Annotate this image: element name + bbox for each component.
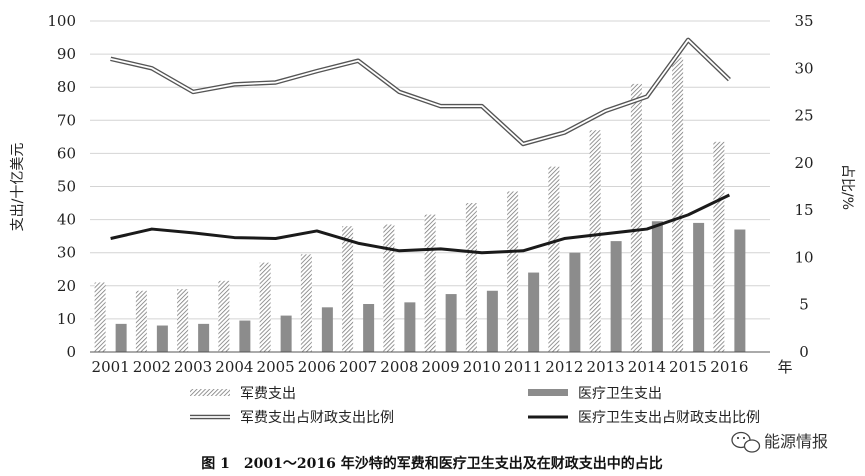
military-bar [383, 224, 395, 352]
health-bar [156, 325, 168, 352]
y-left-tick-label: 60 [57, 144, 76, 162]
y-right-axis-title: 占比/% [839, 164, 855, 210]
x-tick-label: 2010 [463, 358, 501, 376]
health-bar [404, 302, 416, 352]
y-left-tick-label: 0 [66, 343, 76, 361]
health-share-line [110, 193, 731, 255]
military-bar [259, 262, 271, 352]
military-bar [424, 214, 436, 352]
legend-item: 军费支出 [190, 386, 296, 402]
y-left-tick-label: 30 [57, 244, 76, 262]
y-right-tick-label: 5 [799, 296, 809, 314]
x-tick-label: 2001 [92, 358, 130, 376]
y-right-tick-label: 35 [794, 12, 813, 30]
health-bar [239, 320, 251, 352]
legend-swatch-hatched [190, 389, 230, 396]
health-bar [569, 252, 581, 352]
y-left-tick-label: 90 [57, 45, 76, 63]
x-tick-label: 2006 [298, 358, 336, 376]
bars [94, 57, 746, 352]
lines [110, 37, 731, 255]
y-right-tick-label: 30 [794, 59, 813, 77]
health-bar [115, 323, 127, 352]
watermark: 能源情报 [731, 431, 828, 453]
x-tick-label: 2003 [174, 358, 212, 376]
military-bar [507, 191, 519, 352]
y-left-tick-label: 10 [57, 310, 76, 328]
x-tick-label: 2004 [215, 358, 253, 376]
y-right-tick-label: 25 [794, 107, 813, 125]
health-bar [693, 222, 705, 352]
y-right-tick-label: 0 [799, 343, 809, 361]
legend-item: 医疗卫生支出占财政支出比例 [528, 410, 760, 426]
x-tick-label: 2005 [257, 358, 295, 376]
military-bar [672, 57, 684, 352]
military-bar [177, 289, 189, 352]
x-tick-label: 2007 [339, 358, 377, 376]
health-bar [363, 304, 375, 352]
x-tick-label: 2009 [422, 358, 460, 376]
x-tick-label: 2016 [710, 358, 748, 376]
military-bar [465, 203, 477, 352]
health-bar [445, 294, 457, 352]
x-tick-label: 2008 [380, 358, 418, 376]
x-tick-label: 2002 [133, 358, 171, 376]
legend-label: 军费支出占财政支出比例 [240, 410, 394, 426]
health-bar [198, 323, 210, 352]
x-tick-label: 2011 [504, 358, 542, 376]
legend-item: 医疗卫生支出 [528, 386, 662, 402]
health-bar [321, 307, 333, 352]
military-bar [548, 166, 560, 352]
y-left-tick-label: 40 [57, 211, 76, 229]
watermark-text: 能源情报 [764, 432, 828, 451]
x-unit-label: 年 [777, 358, 792, 376]
health-bar [610, 241, 622, 352]
y-right-tick-label: 10 [794, 248, 813, 266]
health-bar [280, 315, 292, 352]
military-bar [300, 254, 312, 352]
y-left-tick-label: 70 [57, 111, 76, 129]
x-tick-label: 2015 [669, 358, 707, 376]
x-tick-label: 2012 [545, 358, 583, 376]
military-bar [135, 290, 147, 352]
health-bar [486, 290, 498, 352]
legend-swatch-solid [528, 389, 568, 396]
y-right-tick-label: 15 [794, 201, 813, 219]
y-left-axis-title: 支出/十亿美元 [10, 143, 26, 232]
y-left-tick-label: 50 [57, 178, 76, 196]
military-share-line-inner [110, 39, 730, 145]
legend-item: 军费支出占财政支出比例 [190, 410, 394, 426]
military-bar [94, 282, 106, 352]
gridlines [90, 20, 770, 320]
x-tick-label: 2014 [628, 358, 666, 376]
axes: 0 10 20 30 40 50 60 70 80 90 100 0 5 10 15 20 25 30 35 2001… [47, 12, 813, 376]
military-bar [218, 280, 230, 352]
health-bar [528, 272, 540, 352]
military-bar [713, 141, 725, 352]
figure-caption: 图 1 2001～2016 年沙特的军费和医疗卫生支出及在财政支出中的占比 [201, 455, 662, 472]
legend-label: 医疗卫生支出占财政支出比例 [578, 410, 760, 426]
y-left-tick-label: 20 [57, 277, 76, 295]
legend-label: 军费支出 [240, 386, 296, 402]
x-tick-label: 2013 [587, 358, 625, 376]
y-right-tick-label: 20 [794, 154, 813, 172]
wechat-icon [731, 431, 761, 453]
health-bar [651, 221, 663, 352]
health-bar [734, 229, 746, 352]
military-bar [630, 83, 642, 352]
y-left-tick-label: 80 [57, 78, 76, 96]
y-left-tick-label: 100 [47, 12, 76, 30]
military-bar [342, 226, 354, 352]
military-bar [589, 130, 601, 352]
legend-label: 医疗卫生支出 [578, 386, 662, 402]
